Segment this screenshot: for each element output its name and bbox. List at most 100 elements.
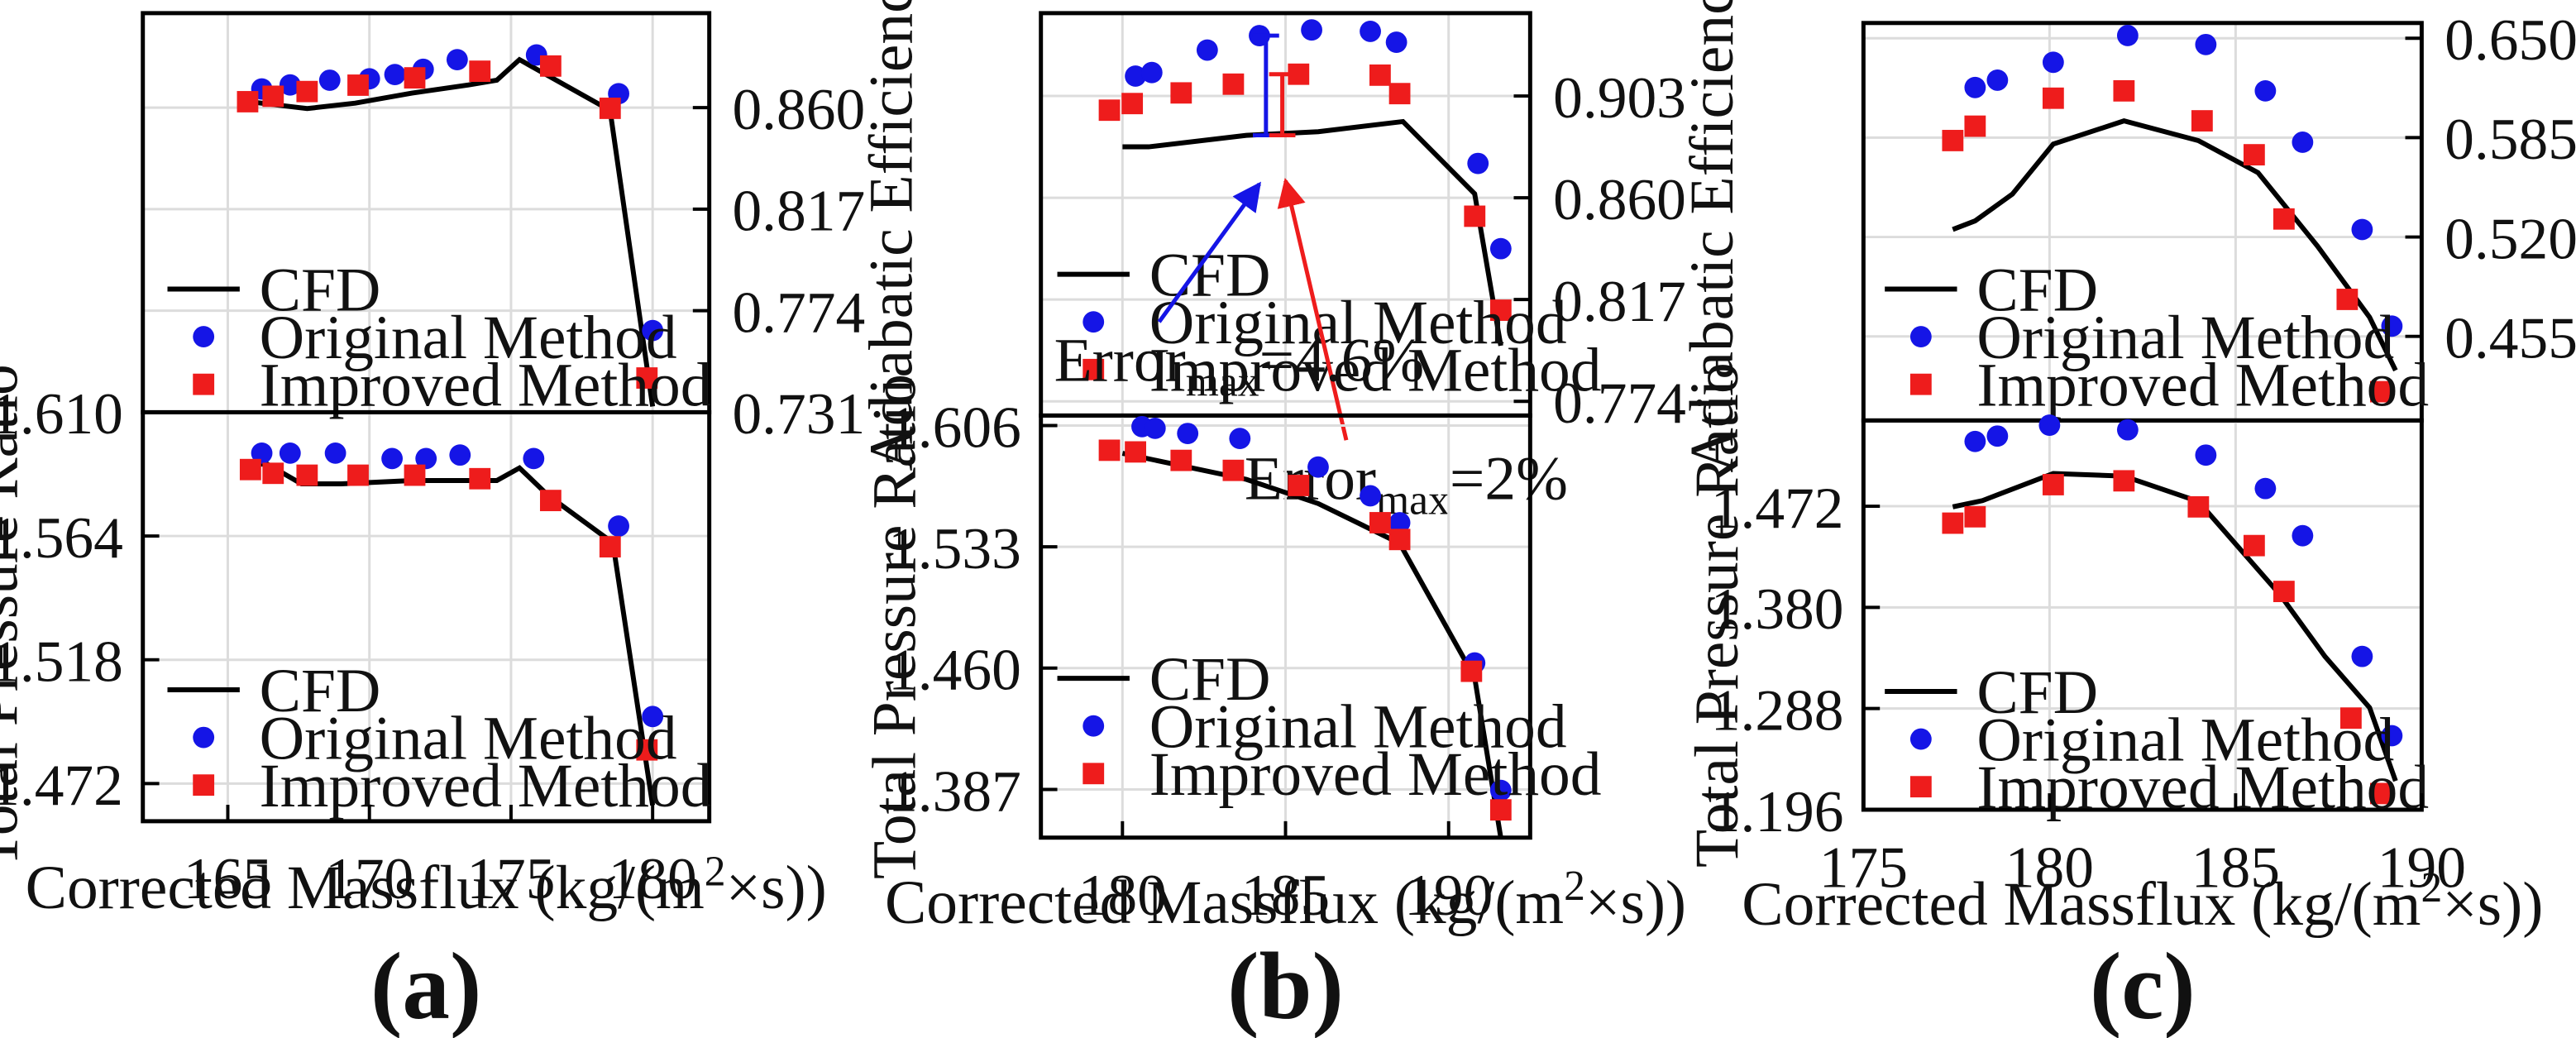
x-tick-label: 180: [1078, 863, 1167, 928]
y-axis-label: Total Pressure Ratio: [1683, 362, 1752, 868]
y-tick-label: 0.520: [2445, 206, 2576, 271]
data-point-original: [381, 447, 404, 470]
data-point-original: [2292, 132, 2314, 153]
y-axis-label: Total Pressure Ratio: [0, 364, 31, 869]
legend-label-original: Original Method: [1149, 289, 1567, 357]
data-point-original: [2038, 414, 2061, 436]
data-point-original: [1301, 19, 1322, 41]
y-tick-label: 1.472: [1711, 476, 1844, 541]
data-point-original: [2042, 51, 2064, 74]
x-axis-label-suffix: ×s)): [726, 854, 827, 922]
y-tick-label: 1.564: [0, 505, 123, 571]
x-tick-label: 175: [1819, 835, 1908, 900]
data-point-improved: [1098, 439, 1121, 462]
data-point-improved: [1288, 475, 1310, 496]
legend-swatch-original: [193, 726, 215, 749]
data-point-improved: [262, 85, 284, 108]
data-point-original: [1229, 428, 1251, 450]
x-axis-label-suffix: ×s)): [2442, 870, 2543, 939]
legend-label-improved: Improved Method: [260, 351, 712, 419]
x-axis-label-prefix: Corrected Massflux (kg/(m: [885, 868, 1564, 937]
data-point-improved: [1942, 512, 1964, 534]
legend-label-cfd: CFD: [1149, 645, 1271, 714]
data-point-original: [1144, 417, 1166, 439]
annotation-error-original-text: Error: [1054, 327, 1186, 395]
data-point-original: [279, 442, 301, 464]
data-point-original: [2254, 79, 2277, 102]
y-axis-label: Total Pressure Ratio: [860, 374, 929, 879]
data-point-improved: [1942, 130, 1964, 151]
data-point-improved: [2369, 380, 2392, 403]
data-point-original: [1489, 779, 1512, 801]
y-tick-label: 1.387: [888, 758, 1021, 824]
data-point-original: [318, 69, 341, 91]
data-point-original: [279, 74, 301, 96]
data-point-improved: [2273, 208, 2295, 230]
data-point-original: [415, 447, 437, 470]
data-point-improved: [1964, 505, 1986, 528]
data-point-improved: [1222, 459, 1245, 481]
panel-label: (c): [2090, 933, 2196, 1038]
data-point-improved: [1489, 299, 1512, 321]
data-point-improved: [2336, 289, 2359, 310]
y-tick-label: 1.288: [1711, 677, 1844, 743]
x-tick-label: 175: [466, 846, 555, 911]
y-tick-label: 0.731: [732, 381, 865, 447]
x-tick-label: 180: [609, 846, 697, 911]
y-tick-label: 1.380: [1711, 576, 1844, 642]
legend-label-original: Original Method: [1976, 706, 2394, 774]
x-axis-label-sup: 2: [705, 848, 726, 895]
data-point-improved: [1489, 799, 1512, 821]
data-point-improved: [296, 80, 318, 103]
data-point-improved: [539, 490, 562, 512]
data-point-original: [1125, 65, 1146, 87]
y-tick-label: 0.860: [732, 77, 865, 142]
data-point-improved: [539, 55, 562, 77]
data-point-original: [2195, 444, 2217, 466]
x-tick-label: 185: [2191, 835, 2280, 900]
y-tick-label: 0.650: [2445, 7, 2576, 73]
data-point-original: [384, 64, 406, 86]
data-point-improved: [1464, 205, 1486, 227]
data-point-improved: [1388, 83, 1411, 105]
data-point-improved: [599, 536, 621, 557]
data-point-original: [1467, 152, 1489, 175]
data-point-improved: [2191, 110, 2213, 132]
data-point-improved: [1388, 529, 1411, 551]
data-point-improved: [2339, 707, 2362, 729]
legend-swatch-improved: [193, 373, 215, 395]
legend-label-improved: Improved Method: [1976, 753, 2429, 822]
y-tick-label: 1.472: [0, 753, 123, 818]
data-point-improved: [239, 458, 261, 481]
x-tick-label: 180: [2005, 835, 2094, 900]
annotation-error-improved-value: =2%: [1450, 445, 1568, 514]
data-point-original: [642, 319, 664, 342]
data-point-improved: [599, 98, 621, 119]
y-tick-label: 0.817: [732, 179, 865, 244]
data-point-improved: [296, 464, 318, 486]
data-point-original: [1360, 485, 1381, 507]
data-point-original: [1196, 39, 1218, 61]
data-point-original: [2254, 477, 2277, 500]
x-axis-label: Corrected Massflux (kg/(m2×s)): [1742, 864, 2543, 939]
data-point-original: [2351, 218, 2373, 241]
x-tick-label: 185: [1241, 863, 1330, 928]
panel-label: (a): [370, 933, 481, 1038]
y-tick-label: 1.460: [888, 638, 1021, 703]
arrow-improved: [1277, 178, 1349, 441]
legend-swatch-original: [1909, 728, 1932, 750]
annotation-error-original-value: =4.6%: [1259, 327, 1425, 395]
data-point-improved: [2273, 581, 2295, 602]
series-line-cfd: [1952, 118, 2398, 372]
annotation-error-original: Errormax=4.6%: [1054, 327, 1425, 406]
x-tick-label: 190: [1404, 863, 1493, 928]
